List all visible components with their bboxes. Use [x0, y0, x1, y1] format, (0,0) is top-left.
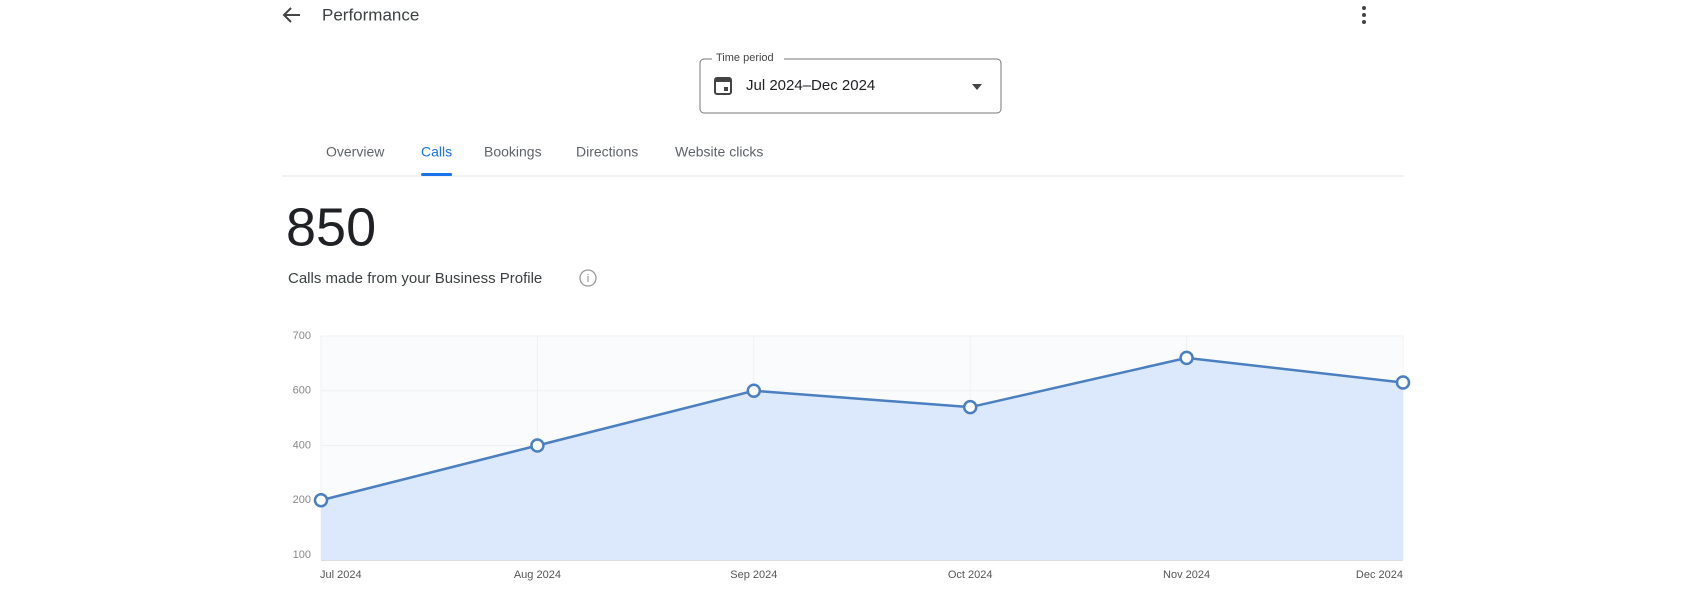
time-period-value: Jul 2024–Dec 2024: [746, 77, 875, 94]
tab[interactable]: Website clicks: [675, 144, 763, 160]
dropdown-arrow: [972, 84, 982, 90]
y-tick-label: 700: [293, 330, 311, 342]
time-period-box[interactable]: [699, 58, 1002, 114]
x-tick-label: Jul 2024: [320, 569, 362, 581]
tab[interactable]: Overview: [326, 144, 385, 160]
point: [1179, 350, 1194, 366]
y-tick-label: 600: [293, 385, 311, 397]
x-tick-label: Dec 2024: [1356, 569, 1403, 581]
point: [313, 493, 329, 508]
y-tick-label: 200: [293, 494, 311, 506]
calendar-icon: [714, 77, 732, 95]
point: [962, 399, 978, 415]
menu[interactable]: [1362, 6, 1366, 24]
info-icon[interactable]: i: [579, 269, 597, 287]
metric-value: 850: [286, 197, 376, 257]
x-tick-label: Oct 2024: [948, 569, 993, 581]
page-title: Performance: [322, 5, 419, 24]
y-tick-label: 400: [293, 439, 311, 451]
x-tick-label: Aug 2024: [514, 569, 561, 581]
point: [530, 438, 545, 453]
y-tick-label: 100: [293, 549, 311, 561]
point: [746, 383, 762, 398]
point: [1395, 375, 1411, 390]
time-period-label: Time period: [716, 52, 774, 64]
tab[interactable]: Directions: [576, 144, 638, 160]
tab[interactable]: Bookings: [484, 144, 542, 160]
x-tick-label: Sep 2024: [730, 569, 777, 581]
tab[interactable]: Calls: [421, 144, 452, 160]
metric-caption: Calls made from your Business Profile: [288, 270, 542, 287]
line: [320, 356, 1404, 502]
svg-text:i: i: [587, 273, 589, 285]
back-arrow[interactable]: [282, 7, 300, 23]
tab-indicator: [421, 173, 453, 176]
area-fill: [321, 357, 1403, 560]
x-tick-label: Nov 2024: [1163, 569, 1210, 581]
label-gap: [712, 52, 784, 64]
